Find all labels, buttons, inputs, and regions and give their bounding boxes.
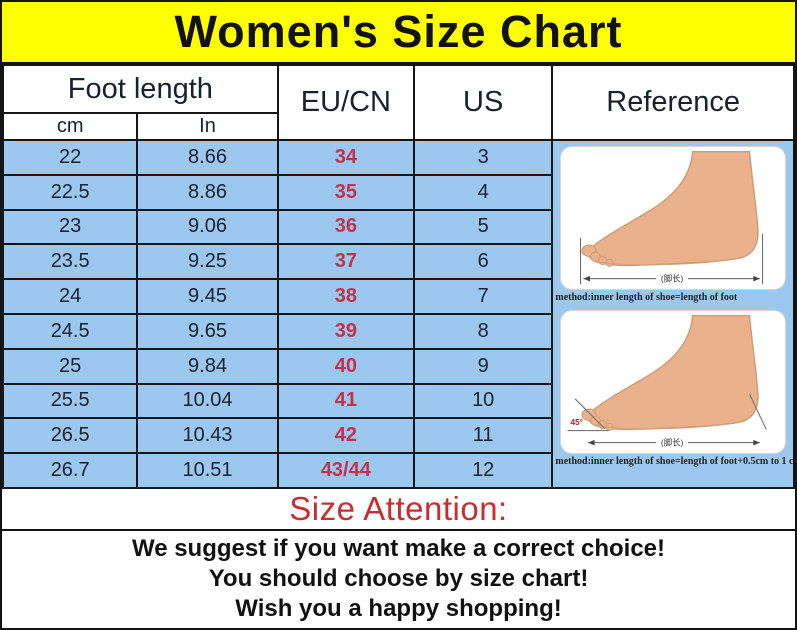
cell-cm: 24.5 xyxy=(1,312,139,350)
table-header-row-1: Foot length EU/CN US Reference xyxy=(2,64,795,141)
cell-cm: 22 xyxy=(1,139,139,176)
cell-cm: 24 xyxy=(1,278,139,315)
cell-eu-cn: 41 xyxy=(276,382,416,420)
cell-in: 8.86 xyxy=(136,173,279,211)
figure-caption-2: method:inner length of shoe=length of fo… xyxy=(555,456,794,467)
attention-heading: Size Attention: xyxy=(289,490,508,527)
cell-eu-cn: 43/44 xyxy=(276,452,416,489)
angle-45-label: 45° xyxy=(571,417,584,427)
cell-in: 9.25 xyxy=(136,243,279,281)
reference-figures: (脚长) method:inner length of shoe=length … xyxy=(554,142,794,486)
foot-measure-figure-2: 45° (脚长) xyxy=(560,310,786,454)
table-row: 24.5 9.65 39 8 xyxy=(1,312,794,350)
cell-cm: 25 xyxy=(1,347,139,385)
cell-eu-cn: 36 xyxy=(276,208,416,246)
table-header-row-2: cm In xyxy=(1,112,794,141)
table-row: 22 8.66 34 3 xyxy=(1,139,795,489)
cell-us: 11 xyxy=(413,417,554,455)
cell-us: 7 xyxy=(413,278,554,315)
foot-measure-figure-1: (脚长) xyxy=(560,146,786,290)
cell-cm: 26.7 xyxy=(1,452,139,489)
cell-us: 4 xyxy=(413,173,554,211)
cell-in: 10.51 xyxy=(136,452,279,489)
column-header-foot-length: Foot length xyxy=(2,64,279,114)
cell-eu-cn: 38 xyxy=(276,278,416,315)
column-header-eu-cn: EU/CN xyxy=(276,64,416,141)
table-row: 25 9.84 40 9 xyxy=(1,347,794,385)
cell-in: 8.66 xyxy=(136,139,279,176)
cell-us: 5 xyxy=(413,208,554,246)
reference-cell: (脚长) method:inner length of shoe=length … xyxy=(551,139,795,489)
cell-in: 10.04 xyxy=(136,382,279,420)
foot-side-45deg-icon: 45° (脚长) xyxy=(567,315,768,449)
cell-cm: 23.5 xyxy=(1,243,139,281)
foot-length-arrow-label: (脚长) xyxy=(661,437,684,447)
size-table: Foot length EU/CN US Reference cm In 22 … xyxy=(1,64,795,489)
figure-caption-1: method:inner length of shoe=length of fo… xyxy=(555,292,738,303)
cell-in: 9.84 xyxy=(136,347,279,385)
note-line-1: We suggest if you want make a correct ch… xyxy=(131,535,666,563)
column-header-cm: cm xyxy=(1,112,139,141)
column-header-in: In xyxy=(136,112,279,141)
cell-eu-cn: 35 xyxy=(276,173,416,211)
cell-us: 12 xyxy=(413,452,554,489)
page-title: Women's Size Chart xyxy=(174,6,623,57)
cell-eu-cn: 42 xyxy=(276,417,416,455)
foot-side-icon: (脚长) xyxy=(580,151,764,285)
column-header-reference: Reference xyxy=(551,64,795,141)
table-row: 23.5 9.25 37 6 xyxy=(1,243,794,281)
table-row: 24 9.45 38 7 xyxy=(1,278,794,315)
cell-us: 9 xyxy=(413,347,554,385)
cell-us: 6 xyxy=(413,243,554,281)
table-row: 26.7 10.51 43/44 12 xyxy=(1,452,794,489)
cell-eu-cn: 40 xyxy=(276,347,416,385)
table-row: 23 9.06 36 5 xyxy=(1,208,794,246)
cell-eu-cn: 39 xyxy=(276,312,416,350)
table-row: 25.5 10.04 41 10 xyxy=(1,382,794,420)
foot-length-arrow-label: (脚长) xyxy=(661,273,684,283)
title-banner: Women's Size Chart xyxy=(2,2,795,64)
shopping-notes: We suggest if you want make a correct ch… xyxy=(2,531,795,628)
cell-in: 9.06 xyxy=(136,208,279,246)
cell-in: 9.65 xyxy=(136,312,279,350)
note-line-2: You should choose by size chart! xyxy=(208,565,589,593)
cell-cm: 26.5 xyxy=(1,417,139,455)
cell-in: 9.45 xyxy=(136,278,279,315)
note-line-3: Wish you a happy shopping! xyxy=(235,595,562,623)
cell-us: 10 xyxy=(413,382,554,420)
cell-us: 8 xyxy=(413,312,554,350)
cell-cm: 25.5 xyxy=(1,382,139,420)
cell-eu-cn: 34 xyxy=(276,139,416,176)
table-row: 26.5 10.43 42 11 xyxy=(1,417,794,455)
cell-cm: 23 xyxy=(1,208,139,246)
size-attention-band: Size Attention: xyxy=(2,489,795,531)
table-row: 22.5 8.86 35 4 xyxy=(1,173,794,211)
column-header-us: US xyxy=(413,64,554,141)
cell-in: 10.43 xyxy=(136,417,279,455)
cell-eu-cn: 37 xyxy=(276,243,416,281)
cell-cm: 22.5 xyxy=(1,173,139,211)
cell-us: 3 xyxy=(413,139,554,176)
